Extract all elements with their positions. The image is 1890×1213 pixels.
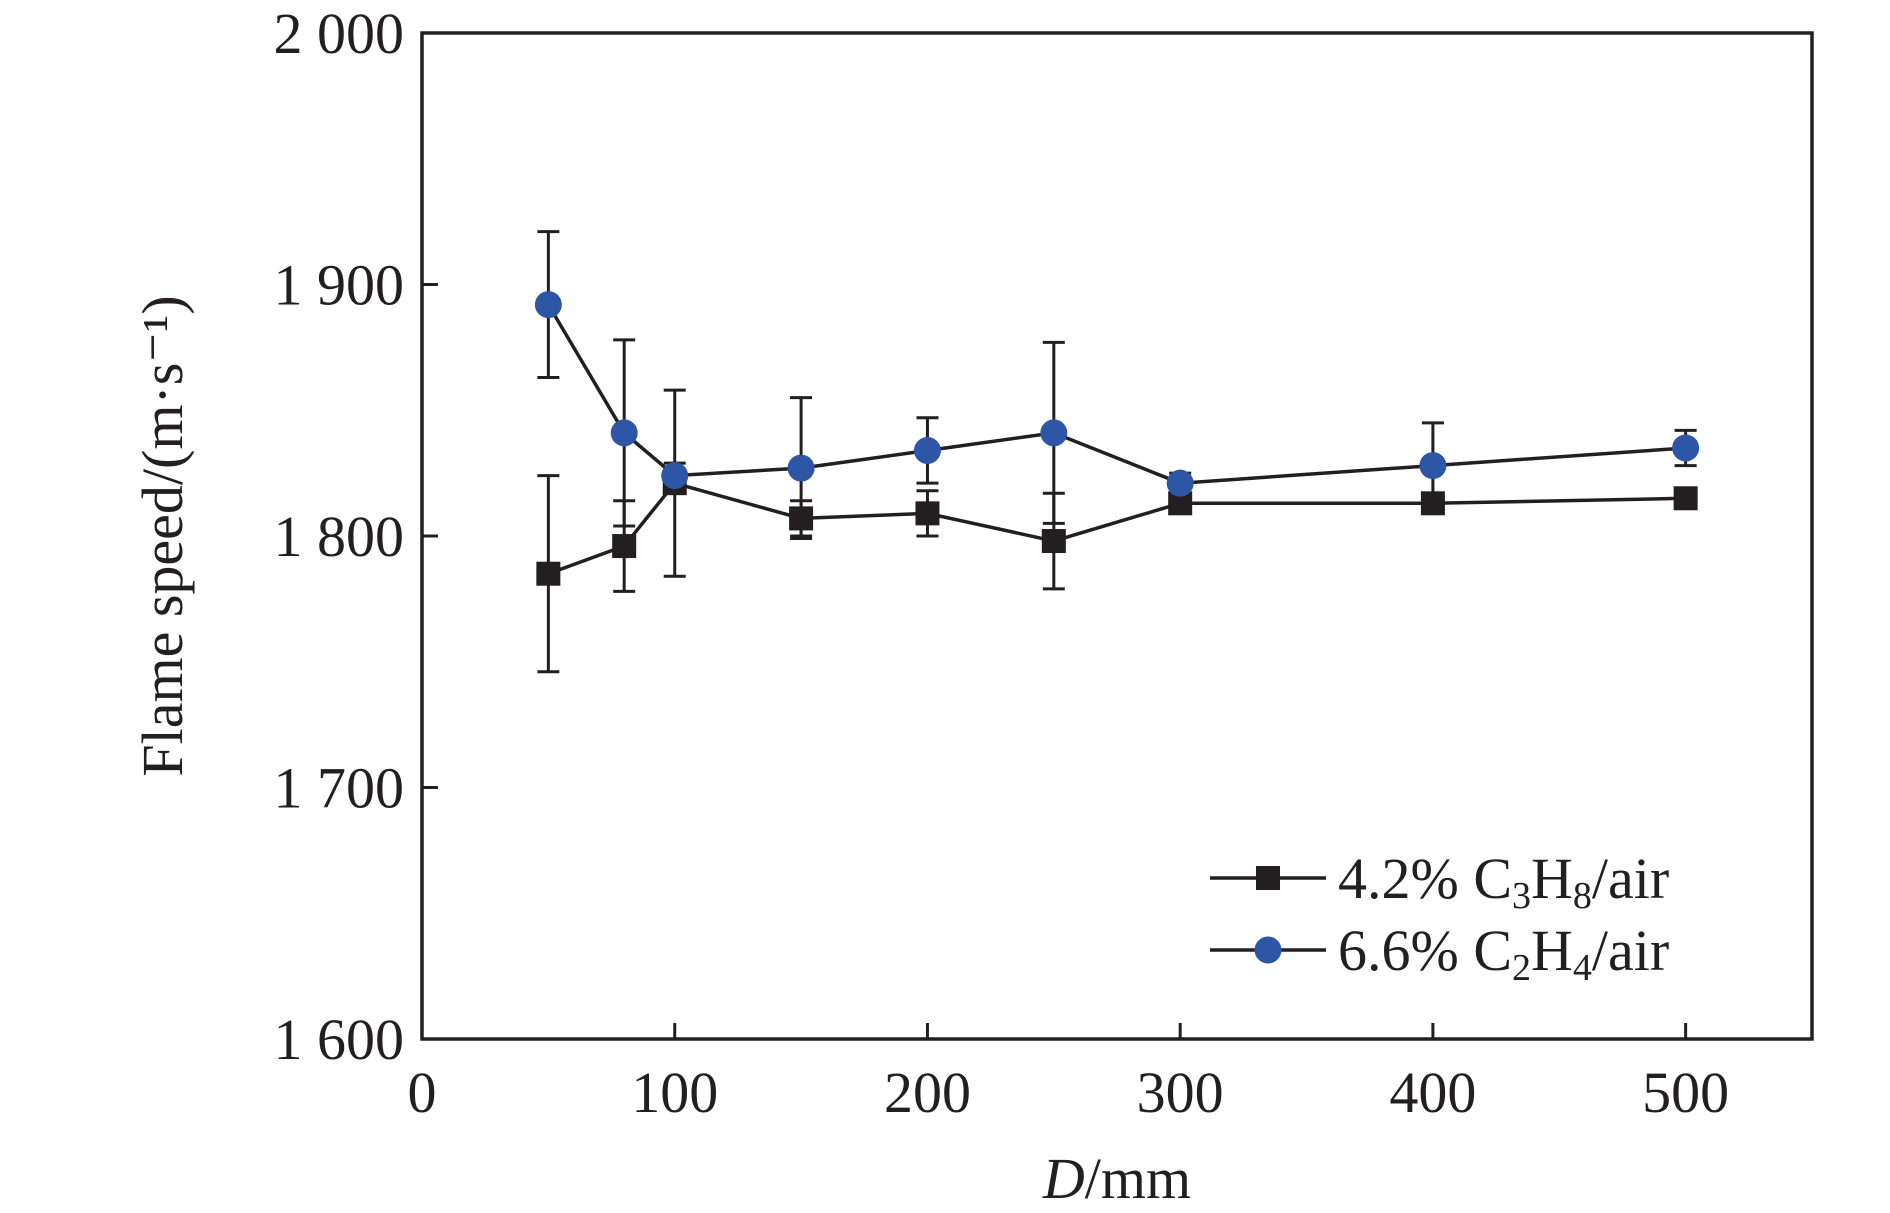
square-marker [612, 534, 637, 559]
error-bars-layer [537, 230, 1697, 674]
y-tick-label: 1 700 [274, 756, 405, 821]
circle-marker [1166, 469, 1194, 497]
axes-layer: 1 600 1 700 1 800 1 900 2 000 0 100 200 300 400 50… [130, 1, 1814, 1211]
circle-marker [787, 454, 815, 482]
square-marker [1420, 491, 1445, 516]
y-tick-label: 1 800 [274, 504, 405, 569]
x-tick-label: 0 [408, 1060, 437, 1125]
square-marker [915, 501, 940, 526]
legend-square-marker [1256, 866, 1280, 890]
x-tick-label: 500 [1642, 1060, 1729, 1125]
legend-label: 6.6% C2H4/air [1338, 918, 1669, 989]
circle-marker [1040, 419, 1068, 447]
y-tick-label: 1 900 [274, 253, 405, 318]
legend-label: 4.2% C3H8/air [1338, 846, 1669, 917]
x-tick-label: 400 [1389, 1060, 1476, 1125]
y-axis-title: Flame speed/(m·s⁻¹) [130, 295, 195, 776]
circle-marker [661, 462, 689, 490]
legend-entry-2: 6.6% C2H4/air [1210, 918, 1669, 989]
series-lines-layer [546, 303, 1686, 576]
legend-entry-1: 4.2% C3H8/air [1210, 846, 1669, 917]
circle-marker [1672, 434, 1700, 462]
circle-marker [534, 291, 562, 319]
y-tick-label: 2 000 [274, 1, 405, 66]
x-tick-label: 200 [884, 1060, 971, 1125]
circle-marker [1419, 452, 1447, 480]
x-tick-label: 100 [631, 1060, 718, 1125]
legend-circle-marker [1254, 936, 1282, 964]
y-tick-label: 1 600 [274, 1007, 405, 1072]
circle-marker [610, 419, 638, 447]
x-axis-title: D/mm [1042, 1146, 1191, 1208]
square-marker [789, 506, 814, 531]
markers-layer [534, 291, 1700, 586]
series-line-2 [546, 303, 1686, 485]
square-marker [1041, 529, 1066, 554]
circle-marker [913, 436, 941, 464]
x-tick-label: 300 [1137, 1060, 1224, 1125]
square-marker [1673, 486, 1698, 511]
square-marker [536, 561, 561, 586]
series-line-1 [547, 481, 1686, 576]
